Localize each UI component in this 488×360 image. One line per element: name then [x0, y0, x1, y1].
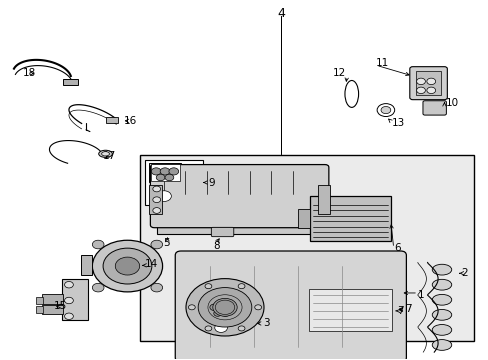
Circle shape — [92, 283, 104, 292]
Text: 7: 7 — [396, 306, 403, 316]
Circle shape — [254, 305, 261, 310]
Bar — [140, 155, 473, 341]
Circle shape — [204, 284, 211, 289]
Bar — [36, 306, 42, 314]
Circle shape — [103, 248, 152, 284]
Bar — [310, 196, 390, 241]
Ellipse shape — [431, 264, 451, 275]
Text: 14: 14 — [145, 259, 158, 269]
Text: 15: 15 — [53, 301, 66, 311]
Text: 5: 5 — [163, 238, 169, 248]
Text: 1: 1 — [417, 290, 424, 300]
Circle shape — [157, 191, 171, 202]
FancyBboxPatch shape — [409, 67, 447, 100]
Circle shape — [153, 186, 160, 192]
Bar — [42, 305, 62, 315]
Circle shape — [204, 326, 211, 331]
Ellipse shape — [431, 310, 451, 320]
Bar — [42, 294, 62, 304]
Text: 4: 4 — [277, 7, 285, 20]
Circle shape — [151, 283, 163, 292]
Circle shape — [64, 282, 73, 288]
Ellipse shape — [102, 152, 109, 156]
Circle shape — [224, 304, 233, 311]
Circle shape — [153, 208, 160, 213]
Text: 16: 16 — [123, 116, 137, 126]
Text: 18: 18 — [22, 68, 36, 78]
Ellipse shape — [209, 322, 232, 333]
Circle shape — [64, 313, 73, 319]
Circle shape — [185, 279, 264, 336]
Circle shape — [214, 323, 227, 332]
Bar — [415, 71, 441, 95]
Circle shape — [92, 240, 162, 292]
Ellipse shape — [99, 150, 112, 157]
Bar — [298, 209, 310, 228]
Bar — [157, 225, 320, 234]
Ellipse shape — [431, 294, 451, 305]
Circle shape — [380, 107, 390, 114]
Bar — [309, 289, 391, 331]
Bar — [61, 279, 88, 320]
Circle shape — [115, 257, 140, 275]
Ellipse shape — [150, 189, 177, 203]
Bar — [206, 295, 233, 317]
Bar — [208, 296, 232, 316]
Circle shape — [168, 168, 178, 175]
Text: 7: 7 — [405, 304, 411, 314]
Circle shape — [156, 174, 164, 181]
Bar — [151, 164, 179, 181]
Text: 9: 9 — [207, 177, 214, 188]
Circle shape — [217, 304, 225, 311]
Circle shape — [198, 288, 251, 327]
Bar — [81, 255, 92, 275]
Text: 13: 13 — [391, 118, 405, 128]
Circle shape — [238, 284, 244, 289]
Ellipse shape — [431, 324, 451, 335]
Circle shape — [92, 240, 104, 249]
Circle shape — [164, 174, 173, 181]
Circle shape — [212, 298, 237, 316]
FancyBboxPatch shape — [150, 165, 328, 228]
Circle shape — [221, 311, 229, 316]
Circle shape — [64, 297, 73, 304]
Circle shape — [416, 78, 425, 85]
Circle shape — [151, 240, 163, 249]
Text: 2: 2 — [461, 268, 467, 278]
Text: 17: 17 — [103, 150, 116, 161]
Text: 8: 8 — [212, 241, 219, 251]
Circle shape — [160, 168, 169, 175]
FancyBboxPatch shape — [211, 227, 233, 237]
Text: 10: 10 — [445, 98, 458, 108]
Circle shape — [376, 104, 394, 117]
Ellipse shape — [344, 81, 358, 107]
Text: 12: 12 — [332, 68, 346, 78]
Circle shape — [209, 304, 218, 311]
Circle shape — [188, 305, 195, 310]
Bar — [203, 291, 256, 336]
Ellipse shape — [431, 279, 451, 290]
Bar — [144, 160, 203, 205]
Bar — [149, 185, 161, 214]
Bar — [305, 286, 395, 334]
Circle shape — [151, 168, 161, 175]
Circle shape — [213, 311, 221, 316]
Text: 3: 3 — [263, 319, 269, 328]
Bar — [105, 117, 118, 123]
Text: 11: 11 — [375, 58, 388, 68]
Bar — [36, 297, 42, 304]
Circle shape — [426, 78, 435, 85]
Bar — [149, 163, 181, 182]
Bar — [62, 78, 78, 85]
Text: 6: 6 — [394, 243, 401, 253]
Bar — [317, 185, 329, 214]
Circle shape — [238, 326, 244, 331]
Circle shape — [416, 87, 425, 94]
Ellipse shape — [431, 339, 451, 350]
FancyBboxPatch shape — [175, 251, 406, 360]
Circle shape — [426, 87, 435, 94]
Circle shape — [153, 197, 160, 203]
FancyBboxPatch shape — [422, 101, 446, 115]
